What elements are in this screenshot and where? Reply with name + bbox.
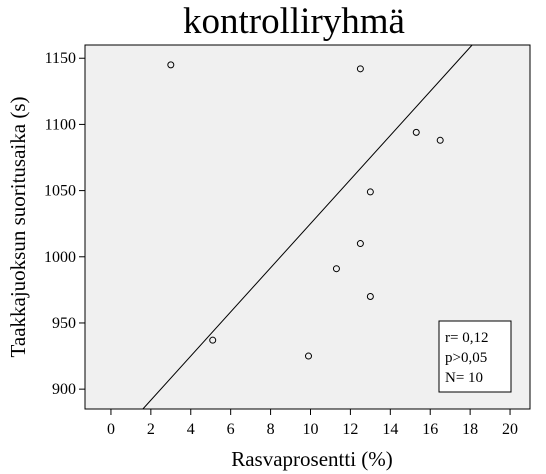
x-axis: 0 2 4 6 8 10 12 14 16 18 20: [107, 409, 518, 438]
x-tick-label: 20: [502, 421, 518, 438]
x-tick-label: 14: [382, 421, 398, 438]
x-tick-label: 4: [187, 421, 195, 438]
data-point: [356, 240, 364, 248]
data-point: [412, 128, 420, 136]
stats-r: r= 0,12: [445, 330, 488, 346]
data-point: [332, 265, 340, 273]
x-tick-label: 0: [107, 421, 115, 438]
regression-line: [142, 44, 473, 410]
y-tick-label: 1050: [44, 183, 76, 200]
data-point: [366, 188, 374, 196]
x-tick-label: 8: [267, 421, 275, 438]
y-tick-label: 950: [52, 315, 76, 332]
data-point: [167, 61, 175, 69]
x-tick-label: 18: [462, 421, 478, 438]
x-tick-label: 12: [342, 421, 358, 438]
data-point: [356, 65, 364, 73]
y-axis-label: Taakkajuoksun suoritusaika (s): [6, 97, 30, 358]
data-point: [304, 352, 312, 360]
stats-box-frame: [438, 320, 512, 393]
y-axis: 900 950 1000 1050 1100 1150: [44, 50, 85, 398]
stats-n: N= 10: [445, 370, 483, 386]
data-points: [167, 61, 444, 360]
data-point: [366, 292, 374, 300]
x-tick-label: 16: [422, 421, 438, 438]
y-tick-label: 1000: [44, 249, 76, 266]
x-tick-label: 10: [302, 421, 318, 438]
chart-title: kontrolliryhmä: [183, 1, 405, 42]
stats-p: p>0,05: [445, 350, 487, 366]
x-tick-label: 2: [147, 421, 155, 438]
stats-box: r= 0,12 p>0,05 N= 10: [438, 320, 512, 393]
data-point: [209, 336, 217, 344]
y-tick-label: 900: [52, 381, 76, 398]
y-tick-label: 1150: [45, 50, 76, 67]
x-axis-label: Rasvaprosentti (%): [231, 447, 393, 471]
x-tick-label: 6: [227, 421, 235, 438]
y-tick-label: 1100: [45, 116, 76, 133]
data-point: [436, 136, 444, 144]
